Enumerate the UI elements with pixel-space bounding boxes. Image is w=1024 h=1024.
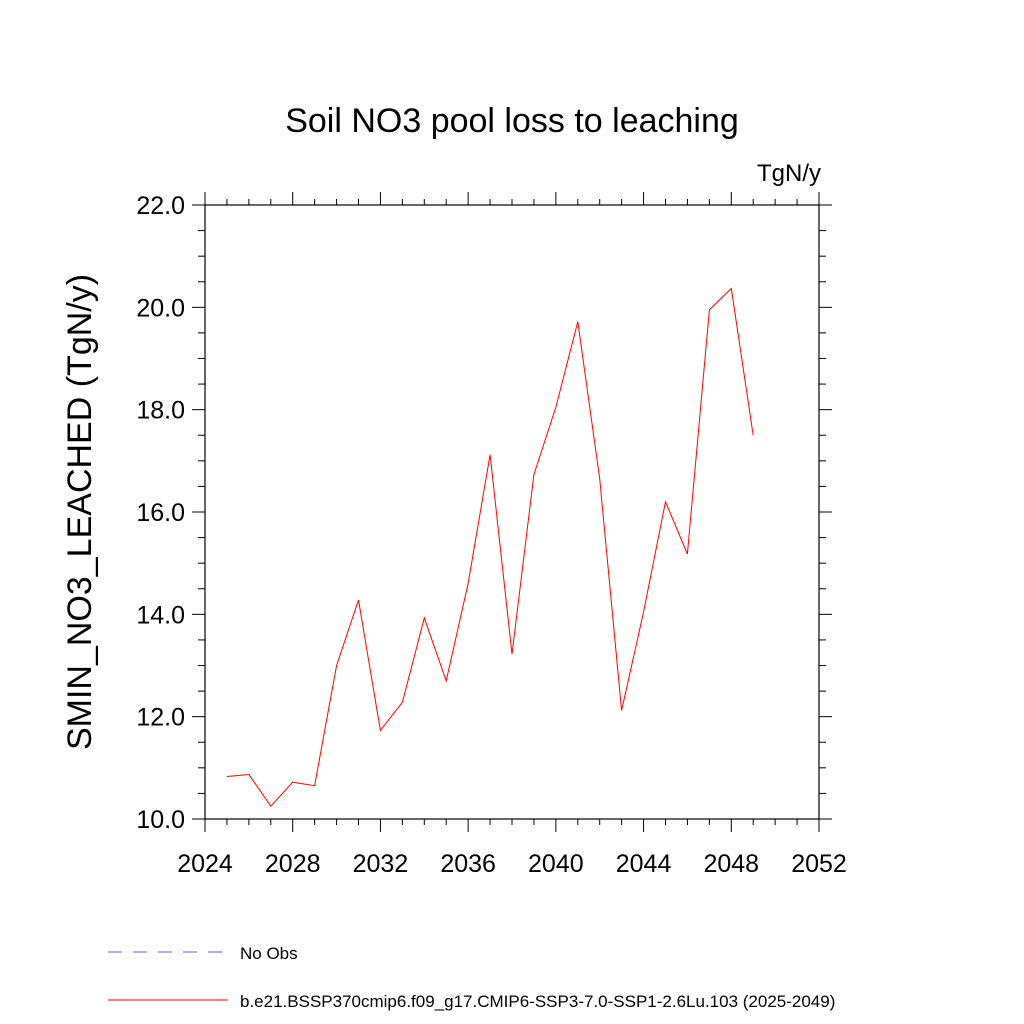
x-tick-label: 2052 — [791, 850, 847, 878]
series-lines — [226, 287, 754, 808]
y-tick-label: 22.0 — [136, 192, 185, 220]
y-tick-labels: 10.0 12.0 14.0 16.0 18.0 20.0 22.0 — [136, 192, 185, 834]
y-tick-label: 12.0 — [136, 704, 185, 732]
x-tick-label: 2044 — [616, 850, 672, 878]
axis-ticks — [192, 192, 832, 832]
x-tick-label: 2036 — [440, 850, 496, 878]
units-label: TgN/y — [757, 160, 821, 187]
y-tick-label: 10.0 — [136, 806, 185, 834]
x-tick-label: 2048 — [703, 850, 759, 878]
legend-label: b.e21.BSSP370cmip6.f09_g17.CMIP6-SSP3-7.… — [240, 992, 835, 1011]
plot-frame — [204, 204, 820, 820]
legend-label: No Obs — [240, 944, 298, 963]
legend: No Obs b.e21.BSSP370cmip6.f09_g17.CMIP6-S… — [108, 944, 835, 1011]
chart-title: Soil NO3 pool loss to leaching — [285, 102, 739, 140]
y-axis-label: SMIN_NO3_LEACHED (TgN/y) — [61, 274, 99, 750]
y-tick-label: 14.0 — [136, 601, 185, 629]
x-tick-label: 2040 — [528, 850, 584, 878]
y-tick-label: 20.0 — [136, 294, 185, 322]
x-tick-label: 2028 — [265, 850, 321, 878]
x-tick-labels: 2024 2028 2032 2036 2040 2044 2048 2052 — [177, 850, 847, 878]
y-tick-label: 16.0 — [136, 499, 185, 527]
x-tick-label: 2024 — [177, 850, 233, 878]
x-tick-label: 2032 — [353, 850, 409, 878]
y-tick-label: 18.0 — [136, 397, 185, 425]
series-line — [226, 287, 754, 808]
